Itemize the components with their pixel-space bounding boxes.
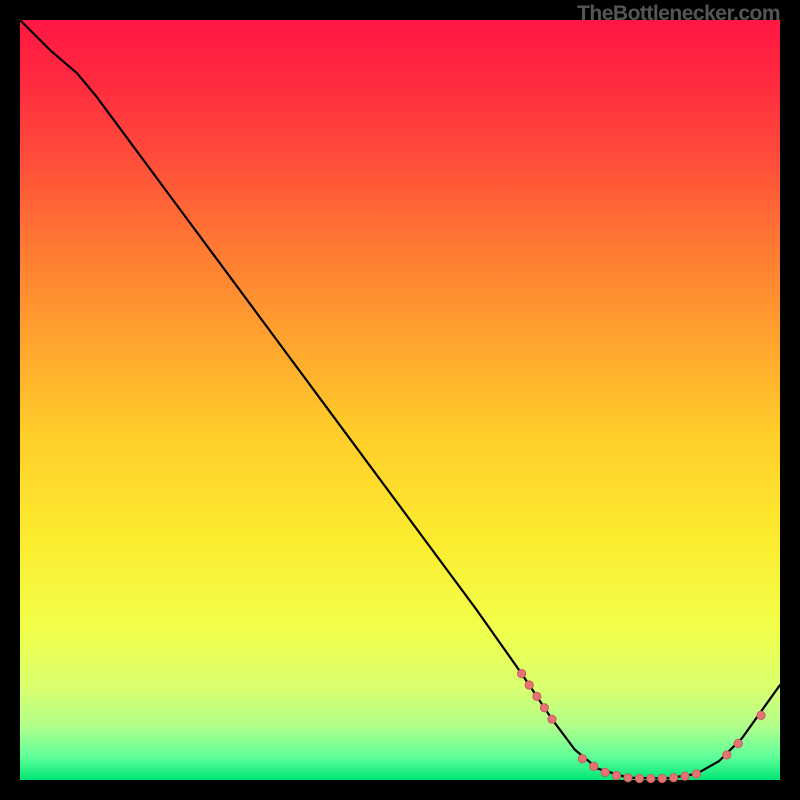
data-marker [540, 704, 548, 712]
data-marker [578, 755, 586, 763]
data-marker [669, 774, 677, 782]
data-marker [601, 768, 609, 776]
chart-container: TheBottlenecker.com [0, 0, 800, 800]
data-marker [517, 669, 525, 677]
data-marker [692, 770, 700, 778]
data-marker [658, 774, 666, 782]
data-marker [525, 681, 533, 689]
data-marker [548, 715, 556, 723]
data-marker [757, 711, 765, 719]
plot-background [20, 20, 780, 780]
data-marker [723, 751, 731, 759]
data-marker [681, 772, 689, 780]
bottleneck-chart [0, 0, 800, 800]
data-marker [624, 774, 632, 782]
data-marker [533, 692, 541, 700]
data-marker [734, 739, 742, 747]
watermark-text: TheBottlenecker.com [577, 2, 780, 26]
data-marker [647, 774, 655, 782]
data-marker [635, 774, 643, 782]
data-marker [612, 771, 620, 779]
data-marker [590, 762, 598, 770]
